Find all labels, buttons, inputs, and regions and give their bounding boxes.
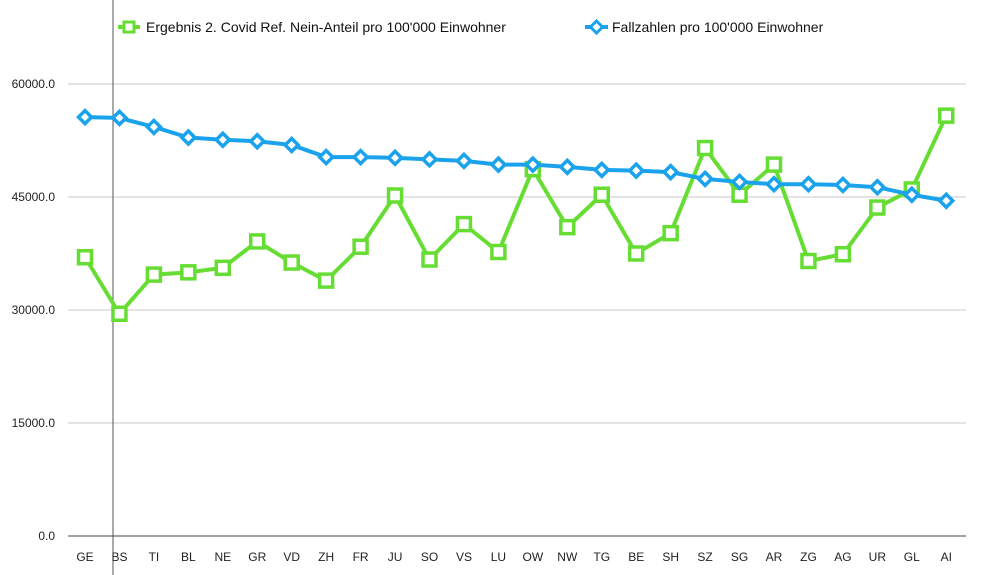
data-point-diamond	[76, 108, 94, 127]
data-point-square	[593, 186, 610, 203]
data-point-diamond	[730, 172, 749, 191]
data-point-square	[352, 238, 369, 255]
y-tick-label: 45000.0	[12, 190, 56, 204]
legend-label-fallzahlen: Fallzahlen pro 100'000 Einwohner	[612, 19, 824, 35]
data-point-diamond	[144, 117, 163, 136]
x-tick-label: VD	[283, 550, 300, 564]
y-tick-label: 0.0	[38, 529, 55, 543]
grid-lines	[68, 83, 966, 537]
legend-label-nein-anteil: Ergebnis 2. Covid Ref. Nein-Anteil pro 1…	[146, 19, 506, 35]
x-tick-label: NE	[214, 550, 231, 564]
data-point-diamond	[937, 191, 956, 210]
data-point-square	[765, 156, 783, 173]
data-point-diamond	[558, 157, 577, 176]
data-point-square	[490, 243, 507, 261]
data-point-diamond	[386, 148, 405, 167]
x-tick-label: BE	[628, 550, 644, 564]
data-point-diamond	[765, 175, 783, 194]
x-tick-label: AG	[834, 550, 851, 564]
data-point-diamond	[627, 161, 646, 180]
data-point-diamond	[799, 175, 818, 194]
x-tick-label: TG	[593, 550, 610, 564]
data-point-diamond	[179, 128, 198, 147]
series-fallzahlen	[76, 108, 956, 210]
series-line	[83, 114, 949, 316]
x-tick-label: BS	[111, 550, 127, 564]
x-tick-label: UR	[869, 550, 887, 564]
data-point-square	[662, 224, 679, 242]
data-point-square	[800, 252, 817, 270]
data-point-diamond	[489, 155, 508, 174]
data-point-diamond	[868, 178, 887, 197]
x-tick-label: NW	[557, 550, 578, 564]
y-tick-label: 15000.0	[12, 416, 56, 430]
series-layer	[76, 107, 956, 323]
data-point-diamond	[454, 151, 473, 170]
x-tick-label: AI	[941, 550, 952, 564]
series-line	[84, 115, 947, 203]
y-tick-label: 60000.0	[12, 77, 56, 91]
data-point-diamond	[420, 150, 439, 169]
legend-diamond-marker	[588, 18, 605, 36]
data-point-diamond	[282, 136, 301, 154]
data-point-square	[386, 187, 404, 204]
x-axis-ticks: GE BS TI BL NE GR VD ZH FR JU SO VS LU OW NW TG BE SH SZ SG…	[76, 550, 952, 564]
data-point-square	[421, 251, 438, 268]
data-point-square	[627, 245, 645, 262]
data-point-square	[111, 305, 128, 323]
x-tick-label: FR	[353, 550, 369, 564]
data-point-square	[938, 107, 955, 124]
y-axis-ticks: 0.0 15000.0 30000.0 45000.0 60000.0	[12, 77, 56, 543]
data-point-square	[696, 139, 714, 157]
x-tick-label: SZ	[697, 550, 712, 564]
data-point-diamond	[248, 132, 267, 151]
data-point-diamond	[351, 148, 370, 167]
x-tick-label: GL	[904, 550, 920, 564]
data-point-diamond	[110, 108, 129, 127]
x-tick-label: LU	[491, 550, 506, 564]
x-tick-label: VS	[456, 550, 472, 564]
x-tick-label: SH	[662, 550, 679, 564]
x-tick-label: JU	[388, 550, 403, 564]
data-point-square	[869, 199, 886, 216]
legend-item-fallzahlen: Fallzahlen pro 100'000 Einwohner	[585, 18, 824, 36]
series-nein-anteil	[76, 107, 955, 323]
x-tick-label: ZG	[800, 550, 817, 564]
x-tick-label: GE	[76, 550, 93, 564]
data-point-diamond	[592, 160, 611, 179]
data-point-square	[317, 272, 335, 289]
x-tick-label: OW	[523, 550, 544, 564]
x-tick-label: BL	[181, 550, 196, 564]
data-point-square	[214, 259, 232, 277]
data-point-square	[249, 233, 266, 250]
legend-square-marker	[122, 20, 136, 34]
data-point-diamond	[833, 175, 852, 194]
data-point-diamond	[523, 155, 542, 174]
x-tick-label: TI	[149, 550, 160, 564]
data-point-square	[76, 249, 94, 266]
x-tick-label: GR	[248, 550, 266, 564]
data-point-square	[455, 215, 473, 233]
legend-item-nein-anteil: Ergebnis 2. Covid Ref. Nein-Anteil pro 1…	[118, 19, 506, 35]
x-tick-label: SG	[731, 550, 748, 564]
x-tick-label: AR	[766, 550, 783, 564]
x-tick-label: SO	[421, 550, 438, 564]
data-point-square	[180, 264, 197, 281]
data-point-diamond	[661, 163, 680, 182]
data-point-diamond	[696, 169, 715, 188]
data-point-square	[145, 266, 163, 283]
data-point-diamond	[902, 185, 921, 204]
x-tick-label: ZH	[318, 550, 334, 564]
data-point-diamond	[317, 148, 336, 167]
data-point-square	[834, 246, 852, 263]
y-tick-label: 30000.0	[12, 303, 56, 317]
data-point-square	[559, 218, 576, 236]
legend: Ergebnis 2. Covid Ref. Nein-Anteil pro 1…	[118, 18, 824, 36]
data-point-square	[283, 254, 300, 271]
data-point-diamond	[213, 130, 232, 149]
